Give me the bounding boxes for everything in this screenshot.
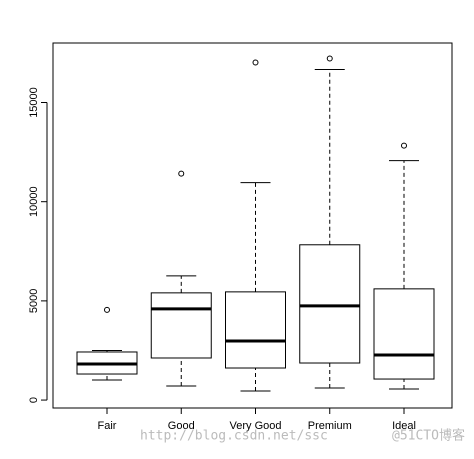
x-tick-label: Ideal [392,420,416,432]
watermark: http://blog.csdn.net/ssc [140,429,328,444]
y-tick-label: 5000 [28,289,40,313]
outlier [178,170,185,177]
y-tick-label: 15000 [28,87,40,118]
box [225,291,286,369]
plot-frame [52,42,453,409]
outlier [104,306,110,313]
outlier [252,59,259,66]
box [150,292,212,359]
x-tick-label: Premium [308,420,352,432]
outlier [401,142,407,149]
x-tick-label: Good [168,420,195,432]
watermark: @51CTO博客 [392,428,465,444]
y-tick-label: 10000 [28,186,40,217]
box [299,244,361,364]
outlier [326,55,333,62]
y-tick-label: 0 [28,397,40,403]
x-tick-label: Fair [98,420,117,432]
x-tick-label: Very Good [230,420,282,432]
box [373,288,435,380]
